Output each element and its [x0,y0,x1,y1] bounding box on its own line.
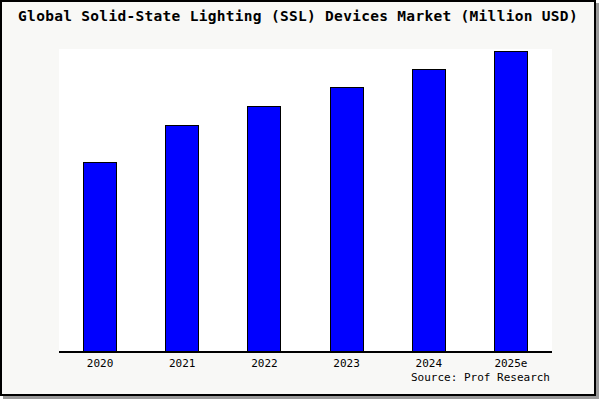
bar-2025e [494,51,528,351]
bar-band [388,49,470,351]
x-axis-label-2022: 2022 [223,357,305,370]
x-axis-label-2020: 2020 [59,357,141,370]
x-axis-label-2024: 2024 [388,357,470,370]
x-axis-label-2023: 2023 [306,357,388,370]
plot-area [59,49,552,353]
bars [59,49,552,351]
bar-2022 [247,106,281,351]
x-labels: 202020212022202320242025e [59,357,552,370]
bar-2020 [83,162,117,351]
x-axis-label-2025e: 2025e [470,357,552,370]
bar-2021 [165,125,199,351]
bar-band [306,49,388,351]
bar-band [59,49,141,351]
source-label: Source: Prof Research [59,371,550,384]
x-axis-label-2021: 2021 [141,357,223,370]
chart-title: Global Solid-State Lighting (SSL) Device… [2,8,594,24]
bar-band [470,49,552,351]
chart-frame: Global Solid-State Lighting (SSL) Device… [0,0,596,396]
bar-band [223,49,305,351]
bar-band [141,49,223,351]
bar-2023 [330,87,364,351]
bar-2024 [412,69,446,351]
